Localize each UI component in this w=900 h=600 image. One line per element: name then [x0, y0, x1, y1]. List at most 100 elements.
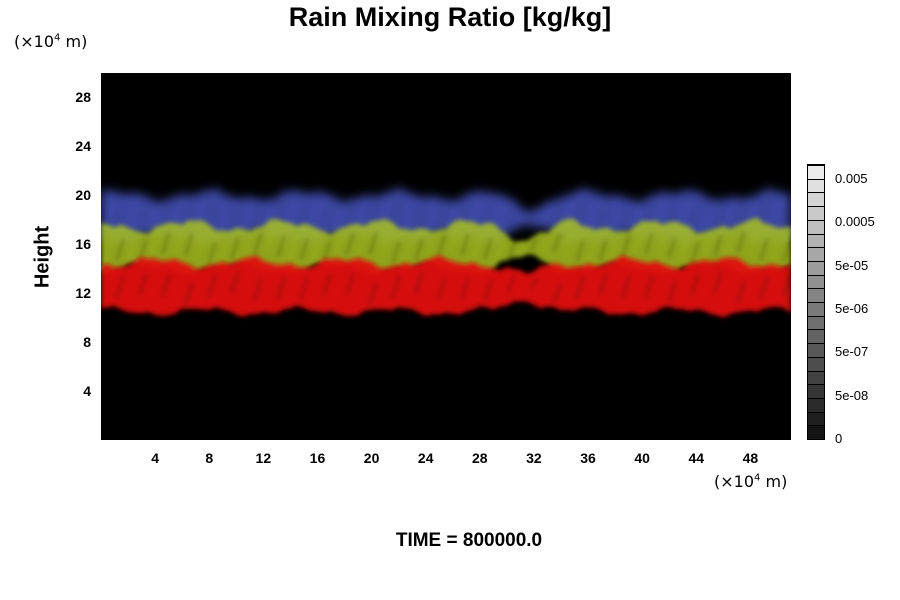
lower-layer-band-streak	[242, 271, 251, 294]
lower-layer-band-streak	[575, 275, 585, 299]
x-tick-label: 44	[688, 450, 705, 466]
middle-layer-band-streak	[184, 232, 194, 256]
lower-layer-band-streak	[115, 275, 125, 299]
colorbar-band	[808, 233, 824, 248]
colorbar-band	[808, 315, 824, 330]
y-tick-label: 28	[75, 89, 91, 106]
upper-layer-band-streak	[782, 207, 791, 230]
middle-layer-band-streak	[150, 232, 159, 255]
upper-layer-band-streak	[391, 201, 401, 225]
upper-layer-band-streak	[713, 208, 723, 232]
lower-layer-band-streak	[322, 272, 332, 296]
colorbar-band	[808, 260, 824, 275]
lower-layer-band-streak	[713, 271, 723, 294]
x-axis-unit: (×104 m)	[714, 472, 788, 491]
x-tick-label: 16	[309, 450, 326, 466]
lower-layer-band-streak	[230, 270, 240, 294]
colorbar	[807, 164, 825, 440]
middle-layer-band-streak	[460, 233, 470, 256]
colorbar-label: 5e-08	[835, 387, 869, 403]
colorbar-label: 5e-05	[835, 257, 869, 273]
middle-layer-band-streak	[748, 232, 757, 255]
upper-layer-band-streak	[472, 201, 481, 225]
y-axis-label: Height	[31, 225, 54, 289]
middle-layer-band-streak	[380, 235, 389, 258]
middle-layer-band-streak	[782, 239, 791, 262]
upper-layer-band-streak	[426, 207, 435, 231]
lower-layer-band-streak	[564, 278, 573, 301]
middle-layer-band-streak	[575, 239, 585, 263]
middle-layer-band-streak	[311, 241, 320, 264]
upper-layer-band-streak	[403, 207, 412, 231]
upper-layer-band-streak	[529, 212, 539, 225]
colorbar-band	[808, 370, 824, 385]
upper-layer-band-streak	[495, 205, 504, 226]
upper-layer-band-streak	[288, 202, 297, 225]
middle-layer-band-streak	[115, 238, 125, 262]
y-tick-label: 12	[75, 285, 91, 302]
upper-layer-band-streak	[104, 203, 113, 226]
lower-layer-band-streak	[150, 275, 159, 299]
middle-layer-band-streak	[322, 240, 332, 263]
y-axis-unit: (×104 m)	[14, 32, 88, 51]
colorbar-label: 0.0005	[835, 214, 875, 230]
middle-layer-band-streak	[391, 241, 401, 264]
lower-layer-band-streak	[265, 278, 274, 302]
colorbar-band	[808, 425, 824, 439]
upper-layer-band-streak	[667, 203, 677, 226]
middle-layer-band-streak	[127, 240, 136, 264]
upper-layer-band-streak	[725, 205, 734, 229]
upper-layer-band-streak	[322, 208, 332, 232]
lower-layer-band-streak	[334, 274, 343, 298]
upper-layer-band-streak	[679, 203, 688, 226]
colorbar-band	[808, 411, 824, 426]
lower-layer-band-streak	[403, 276, 412, 300]
lower-layer-band-streak	[104, 279, 113, 303]
colorbar-band	[808, 206, 824, 220]
middle-layer-band-streak	[334, 233, 343, 257]
lower-layer-band-streak	[541, 279, 550, 296]
lower-layer-band-streak	[518, 279, 527, 293]
colorbar-label: 5e-06	[835, 301, 869, 316]
upper-layer-band-streak	[127, 206, 136, 229]
middle-layer-band-streak	[414, 238, 424, 261]
lower-layer-band-streak	[702, 274, 711, 298]
middle-layer-band-streak	[449, 229, 458, 253]
upper-layer-band-streak	[598, 208, 608, 231]
middle-layer-band-streak	[587, 240, 596, 263]
middle-layer-band-streak	[104, 239, 113, 262]
colorbar-band	[808, 219, 824, 234]
lower-layer-band-streak	[736, 281, 746, 304]
upper-layer-band-streak	[253, 207, 263, 231]
middle-layer-band-streak	[299, 238, 309, 261]
y-tick-label: 8	[83, 334, 91, 351]
middle-layer-band-streak	[253, 232, 263, 255]
colorbar-band	[808, 384, 824, 398]
lower-layer-band-streak	[506, 275, 516, 293]
colorbar-label: 5e-07	[835, 344, 869, 360]
middle-layer-band-streak	[173, 233, 182, 257]
lower-rain-layer	[101, 255, 791, 318]
middle-layer-band-streak	[667, 236, 677, 259]
middle-layer-band-streak	[759, 238, 769, 261]
lower-layer-band-streak	[759, 276, 769, 300]
x-tick-label: 28	[472, 450, 488, 466]
x-tick-label: 4	[151, 450, 160, 466]
middle-layer-band-streak	[518, 240, 527, 254]
lower-layer-band-streak	[483, 279, 493, 302]
upper-layer-band-streak	[311, 205, 320, 228]
y-tick-label: 16	[75, 236, 91, 253]
middle-layer-band-streak	[230, 236, 240, 260]
upper-layer-band-streak	[173, 202, 182, 226]
middle-layer-band-streak	[483, 237, 493, 260]
lower-layer-band-streak	[598, 272, 608, 296]
colorbar-label: 0	[835, 431, 843, 446]
upper-layer-band-streak	[702, 210, 711, 234]
middle-layer-band-streak	[552, 232, 562, 253]
x-tick-label: 8	[205, 450, 214, 466]
upper-layer-band-streak	[437, 208, 447, 232]
lower-layer-band-streak	[161, 273, 171, 297]
upper-layer-band-streak	[587, 206, 596, 229]
colorbar-band	[808, 329, 824, 344]
x-tick-label: 36	[580, 450, 596, 466]
